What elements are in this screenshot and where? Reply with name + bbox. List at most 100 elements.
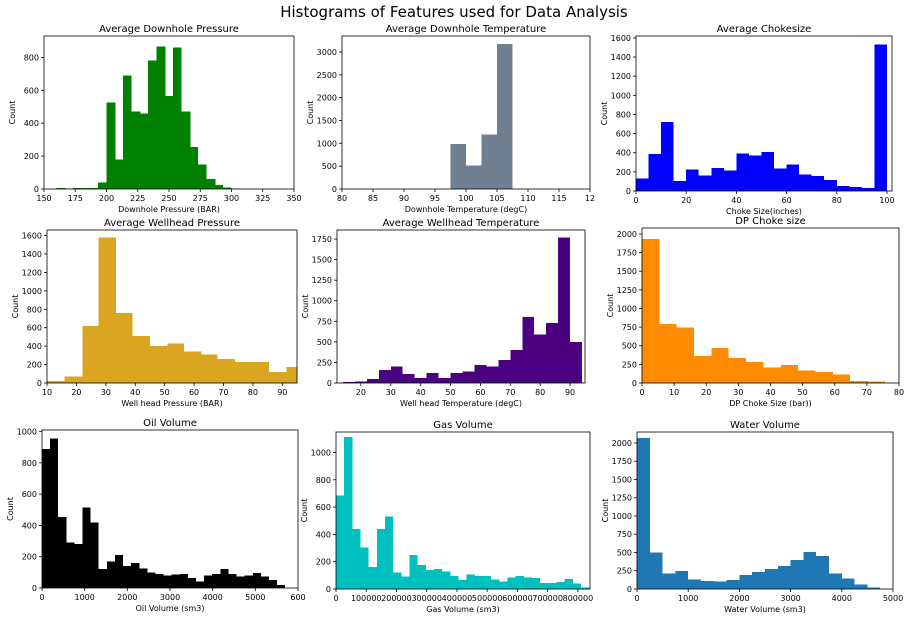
x-tick-label: 80 [535, 388, 545, 397]
average-wellhead-temperature-chart: 20 30 40 50 60 70 80 90 0 250 500 750 1000 1250 1500 17… [301, 218, 586, 408]
bar [222, 187, 232, 189]
x-tick-label: 30 [101, 388, 111, 397]
gas-volume-y-axis-label: Count [300, 499, 309, 523]
bar [572, 583, 581, 589]
y-tick-label: 400 [27, 342, 42, 351]
x-tick-label: 70 [505, 388, 515, 397]
bar [867, 587, 881, 589]
x-tick-label: 40 [416, 388, 426, 397]
average-downhole-pressure-y-axis-label: Count [8, 101, 17, 125]
x-tick-label: 600000 [502, 594, 533, 603]
bar [824, 179, 837, 191]
bar [636, 178, 649, 191]
bar [90, 188, 98, 189]
bar [798, 370, 816, 383]
x-tick-label: 60 [781, 196, 791, 205]
x-tick-label: 5000 [245, 593, 265, 602]
bar [336, 495, 345, 589]
y-tick-label: 0 [327, 379, 332, 388]
y-tick-label: 2000 [317, 94, 337, 103]
x-tick-label: 90 [565, 388, 575, 397]
x-tick-label: 3000 [780, 594, 800, 603]
x-tick-label: 70 [218, 388, 228, 397]
bar [114, 555, 124, 588]
average-downhole-pressure-x-axis-label: Downhole Pressure (BAR) [118, 205, 220, 214]
x-tick-label: 20 [356, 388, 366, 397]
average-downhole-pressure-title: Average Downhole Pressure [99, 24, 239, 35]
y-tick-label: 750 [317, 317, 332, 326]
bar [425, 569, 434, 589]
bar [648, 154, 662, 191]
average-wellhead-pressure-y-axis-label: Count [11, 295, 20, 319]
bar [366, 378, 379, 383]
average-chokesize-y-axis-label: Count [600, 102, 609, 126]
bar [662, 573, 676, 589]
x-tick-label: 350 [286, 194, 301, 203]
bar [212, 573, 221, 588]
bar [675, 571, 689, 589]
x-tick-label: 50 [160, 388, 170, 397]
bar [832, 374, 851, 383]
bar [498, 359, 511, 383]
x-tick-label: 40 [731, 196, 741, 205]
bar [183, 351, 202, 383]
x-tick-label: 0 [39, 593, 44, 602]
bar [515, 576, 524, 589]
y-tick-label: 0 [632, 379, 637, 388]
bar [116, 312, 133, 383]
average-wellhead-pressure-chart: 10 20 30 40 50 60 70 80 90 0 200 400 600 800 1000 1200 1… [11, 218, 298, 408]
bar [206, 179, 216, 189]
bar [676, 327, 695, 383]
average-chokesize-x-axis-label: Choke Size(inches) [726, 207, 802, 216]
y-tick-label: 1250 [612, 494, 632, 503]
bar [131, 562, 140, 588]
x-tick-label: 60 [475, 388, 485, 397]
bar [458, 580, 467, 589]
bar [98, 569, 107, 588]
y-tick-label: 200 [22, 553, 37, 562]
bar [140, 113, 148, 189]
y-tick-label: 1200 [611, 72, 631, 81]
bar [66, 542, 75, 588]
x-tick-label: 500000 [472, 594, 503, 603]
bar [564, 578, 573, 589]
bar [507, 577, 516, 589]
average-chokesize-title: Average Chokesize [717, 24, 812, 35]
y-tick-label: 400 [316, 530, 331, 539]
bar [816, 555, 829, 589]
average-wellhead-pressure-title: Average Wellhead Pressure [104, 218, 240, 229]
x-tick-label: 700000 [532, 594, 563, 603]
bar [414, 378, 427, 383]
x-tick-label: 105 [489, 194, 504, 203]
water-volume-y-axis-label: Count [601, 499, 610, 523]
y-tick-label: 1000 [617, 304, 637, 313]
bar [378, 369, 391, 383]
x-tick-label: 4000 [832, 594, 852, 603]
bar [748, 155, 762, 191]
x-tick-label: 90 [399, 194, 409, 203]
average-wellhead-pressure-axes-frame [46, 229, 298, 384]
bar [726, 579, 740, 589]
bar [761, 151, 775, 191]
bar [661, 122, 674, 191]
dp-choke-size-x-axis-label: DP Choke Size (bar)) [729, 399, 812, 408]
y-tick-label: 600 [616, 130, 631, 139]
x-tick-label: 1000 [678, 594, 698, 603]
x-tick-label: 30 [386, 388, 396, 397]
bar [850, 380, 868, 383]
y-tick-label: 800 [616, 110, 631, 119]
x-tick-label: 4000 [202, 593, 222, 602]
x-tick-label: 50 [798, 388, 808, 397]
x-tick-label: 150 [36, 194, 51, 203]
bar [252, 361, 270, 383]
bar [548, 582, 557, 589]
bar [106, 561, 115, 588]
y-tick-label: 500 [317, 338, 332, 347]
y-tick-label: 250 [617, 567, 632, 576]
y-tick-label: 1500 [617, 267, 637, 276]
x-tick-label: 200 [99, 194, 114, 203]
bar [558, 237, 571, 383]
bar [481, 134, 497, 189]
average-downhole-temperature-y-axis-label: Count [306, 101, 315, 125]
y-tick-label: 600 [27, 324, 42, 333]
